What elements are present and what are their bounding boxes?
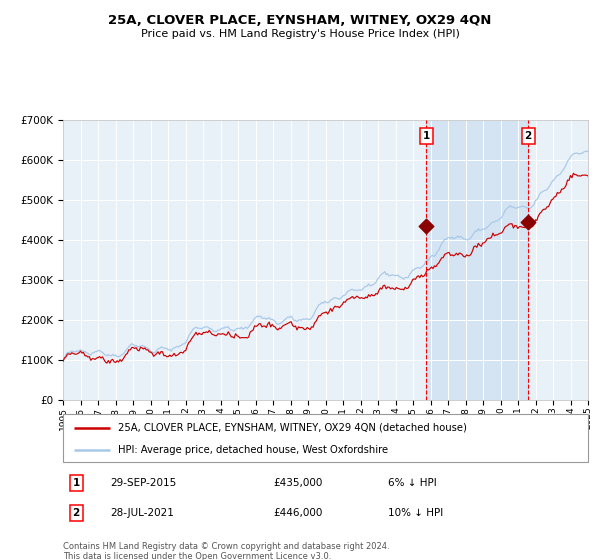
Text: £446,000: £446,000 bbox=[273, 508, 322, 518]
Text: Contains HM Land Registry data © Crown copyright and database right 2024.
This d: Contains HM Land Registry data © Crown c… bbox=[63, 542, 389, 560]
Text: 25A, CLOVER PLACE, EYNSHAM, WITNEY, OX29 4QN: 25A, CLOVER PLACE, EYNSHAM, WITNEY, OX29… bbox=[109, 14, 491, 27]
Text: 1: 1 bbox=[422, 132, 430, 141]
Text: 6% ↓ HPI: 6% ↓ HPI bbox=[389, 478, 437, 488]
Text: 28-JUL-2021: 28-JUL-2021 bbox=[110, 508, 174, 518]
Text: 10% ↓ HPI: 10% ↓ HPI bbox=[389, 508, 444, 518]
Text: 25A, CLOVER PLACE, EYNSHAM, WITNEY, OX29 4QN (detached house): 25A, CLOVER PLACE, EYNSHAM, WITNEY, OX29… bbox=[118, 423, 467, 433]
Text: Price paid vs. HM Land Registry's House Price Index (HPI): Price paid vs. HM Land Registry's House … bbox=[140, 29, 460, 39]
Text: 2: 2 bbox=[524, 132, 532, 141]
Text: 29-SEP-2015: 29-SEP-2015 bbox=[110, 478, 176, 488]
Text: HPI: Average price, detached house, West Oxfordshire: HPI: Average price, detached house, West… bbox=[118, 445, 388, 455]
Text: 1: 1 bbox=[73, 478, 80, 488]
Point bbox=[421, 222, 431, 231]
Text: £435,000: £435,000 bbox=[273, 478, 322, 488]
Bar bbox=[426, 120, 528, 400]
FancyBboxPatch shape bbox=[63, 414, 588, 462]
Text: 2: 2 bbox=[73, 508, 80, 518]
Point bbox=[523, 217, 533, 226]
